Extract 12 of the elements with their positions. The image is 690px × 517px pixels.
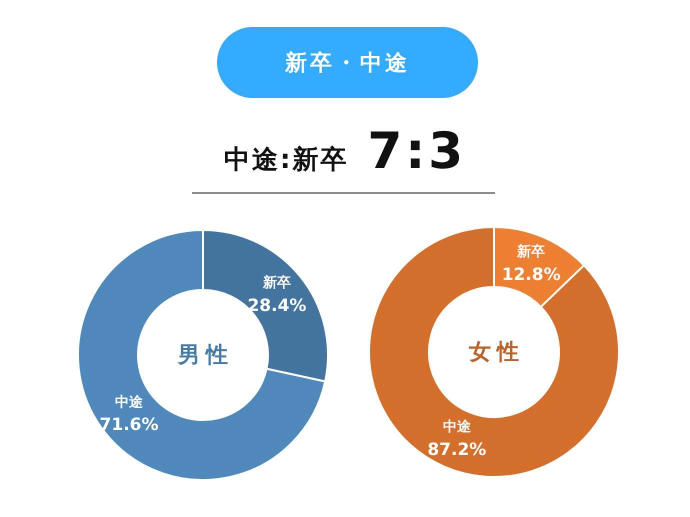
text: 新卒・中途	[285, 50, 410, 78]
text: 男性	[176, 342, 234, 370]
data-label: 12.8%	[502, 265, 561, 285]
text: 中途:新卒 7:3	[224, 122, 466, 180]
slice-label: 中途	[115, 394, 144, 410]
text: 女性	[468, 339, 525, 367]
slice-label: 新卒	[262, 274, 291, 292]
slice-label: 新卒	[516, 243, 546, 260]
data-label: 28.4%	[247, 296, 306, 316]
data-label: 71.6%	[100, 415, 159, 436]
slice-label: 中途	[442, 419, 472, 436]
data-label: 87.2%	[427, 440, 486, 460]
